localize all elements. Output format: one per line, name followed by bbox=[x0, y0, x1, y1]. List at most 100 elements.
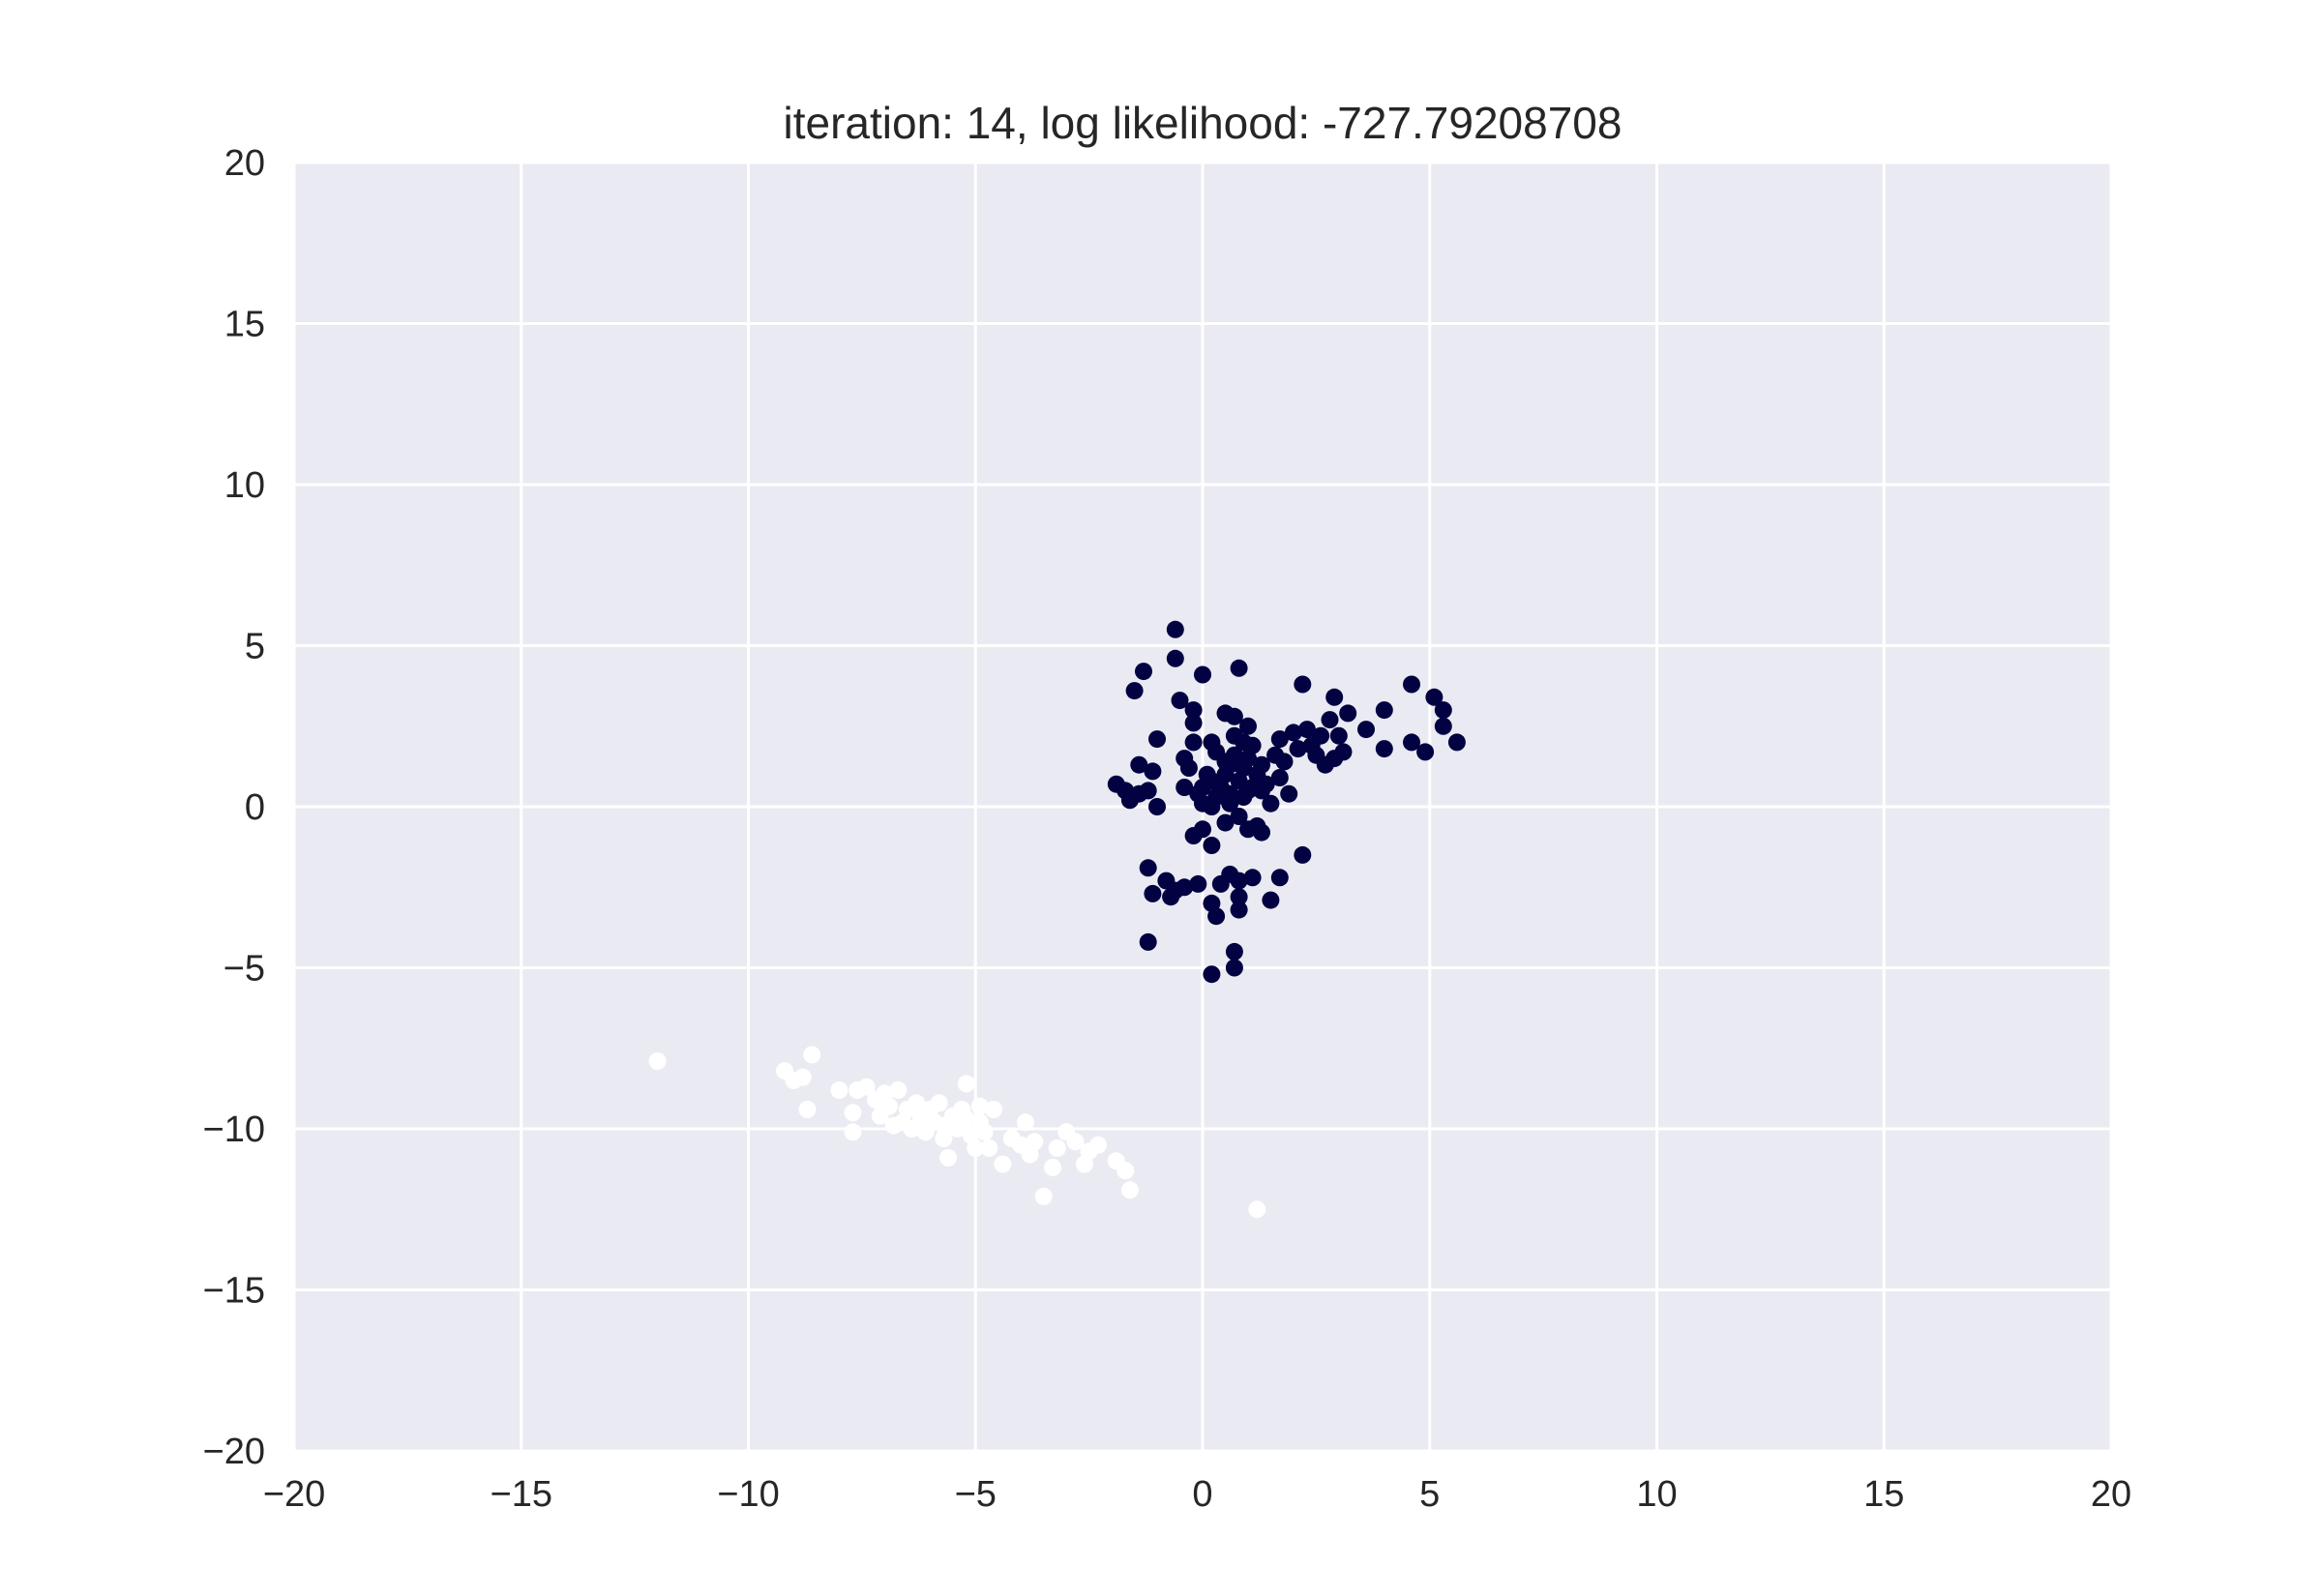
data-point bbox=[844, 1123, 862, 1141]
data-point bbox=[1162, 888, 1180, 906]
data-point bbox=[1230, 808, 1248, 825]
data-point bbox=[1298, 721, 1316, 739]
x-tick-label: −5 bbox=[955, 1474, 997, 1515]
data-point bbox=[980, 1139, 998, 1157]
y-tick-label: 10 bbox=[224, 465, 265, 506]
data-point bbox=[1294, 675, 1312, 694]
x-tick-label: 20 bbox=[2091, 1474, 2131, 1515]
data-point bbox=[1184, 701, 1203, 720]
data-point bbox=[1225, 707, 1243, 725]
data-point bbox=[793, 1068, 812, 1086]
data-point bbox=[830, 1081, 848, 1099]
data-point bbox=[1144, 762, 1162, 781]
data-point bbox=[1194, 779, 1211, 796]
data-point bbox=[985, 1101, 1002, 1118]
data-point bbox=[1230, 659, 1248, 677]
data-point bbox=[1048, 1139, 1066, 1157]
data-point bbox=[1148, 798, 1166, 815]
data-point bbox=[1357, 721, 1375, 739]
data-point bbox=[1270, 869, 1289, 887]
data-point bbox=[1144, 884, 1162, 902]
data-point bbox=[889, 1081, 908, 1099]
data-point bbox=[911, 1110, 930, 1128]
data-point bbox=[1334, 743, 1353, 761]
data-point bbox=[1139, 932, 1157, 951]
data-point bbox=[1225, 942, 1243, 961]
y-tick-label: 0 bbox=[245, 787, 265, 828]
y-tick-label: 20 bbox=[224, 143, 265, 184]
data-point bbox=[1289, 740, 1307, 758]
data-point bbox=[1325, 688, 1344, 706]
data-point bbox=[1166, 649, 1184, 667]
data-point bbox=[1403, 675, 1420, 694]
y-tick-label: −15 bbox=[203, 1271, 265, 1312]
data-point bbox=[1239, 717, 1257, 735]
data-point bbox=[1116, 1162, 1135, 1180]
data-point bbox=[1270, 769, 1289, 786]
x-tick-label: −10 bbox=[717, 1474, 779, 1515]
data-point bbox=[1253, 782, 1270, 800]
x-tick-label: 15 bbox=[1863, 1474, 1904, 1515]
data-point bbox=[1416, 743, 1435, 761]
data-point bbox=[1125, 682, 1144, 700]
data-point bbox=[1148, 730, 1166, 749]
data-point bbox=[1294, 845, 1312, 864]
chart-title: iteration: 14, log likelihood: -727.7920… bbox=[784, 98, 1622, 148]
data-point bbox=[1216, 753, 1235, 771]
data-points bbox=[648, 620, 1466, 1219]
x-tick-label: 5 bbox=[1419, 1474, 1440, 1515]
data-point bbox=[930, 1094, 948, 1112]
data-point bbox=[1179, 759, 1198, 777]
data-point bbox=[1034, 1187, 1053, 1205]
data-point bbox=[994, 1155, 1012, 1173]
data-point bbox=[1253, 823, 1270, 842]
y-axis-tick-labels: −20 −15 −10 −5 0 5 10 15 20 bbox=[203, 143, 265, 1472]
y-tick-label: −10 bbox=[203, 1109, 265, 1150]
data-point bbox=[1403, 733, 1420, 752]
data-point bbox=[1066, 1133, 1085, 1151]
data-point bbox=[957, 1110, 975, 1128]
data-point bbox=[1243, 869, 1262, 887]
data-point bbox=[1203, 837, 1221, 854]
data-point bbox=[1089, 1136, 1107, 1154]
scatter-series-2 bbox=[648, 1046, 1266, 1219]
y-tick-label: 5 bbox=[245, 627, 265, 667]
data-point bbox=[1184, 714, 1203, 732]
y-tick-label: −20 bbox=[203, 1432, 265, 1472]
data-point bbox=[1194, 665, 1211, 684]
data-point bbox=[1203, 965, 1221, 984]
data-point bbox=[1280, 784, 1298, 803]
data-point bbox=[1016, 1113, 1034, 1132]
x-axis-tick-labels: −20 −15 −10 −5 0 5 10 15 20 bbox=[263, 1474, 2131, 1515]
data-point bbox=[1230, 901, 1248, 919]
scatter-series-1 bbox=[1107, 620, 1466, 984]
grid-lines bbox=[292, 161, 2113, 1453]
data-point bbox=[648, 1052, 667, 1071]
x-tick-label: −20 bbox=[263, 1474, 325, 1515]
data-point bbox=[1026, 1133, 1044, 1151]
data-point bbox=[1184, 827, 1203, 844]
data-point bbox=[1321, 711, 1339, 729]
data-point bbox=[1329, 726, 1348, 745]
data-point bbox=[1139, 782, 1157, 800]
data-point bbox=[1262, 891, 1280, 909]
data-point bbox=[1425, 688, 1444, 706]
x-tick-label: −15 bbox=[491, 1474, 552, 1515]
data-point bbox=[1221, 794, 1239, 813]
data-point bbox=[1230, 888, 1248, 906]
data-point bbox=[844, 1104, 862, 1122]
data-point bbox=[1171, 692, 1189, 710]
data-point bbox=[1270, 730, 1289, 749]
data-point bbox=[1135, 663, 1152, 681]
data-point bbox=[1243, 736, 1262, 754]
data-point bbox=[1262, 794, 1280, 813]
data-point bbox=[1166, 620, 1184, 638]
data-point bbox=[1184, 733, 1203, 752]
data-point bbox=[1253, 755, 1270, 774]
data-point bbox=[935, 1116, 953, 1135]
data-point bbox=[1248, 1200, 1266, 1219]
data-point bbox=[798, 1101, 817, 1118]
y-tick-label: −5 bbox=[223, 949, 265, 990]
data-point bbox=[1207, 907, 1226, 926]
x-tick-label: 0 bbox=[1192, 1474, 1212, 1515]
